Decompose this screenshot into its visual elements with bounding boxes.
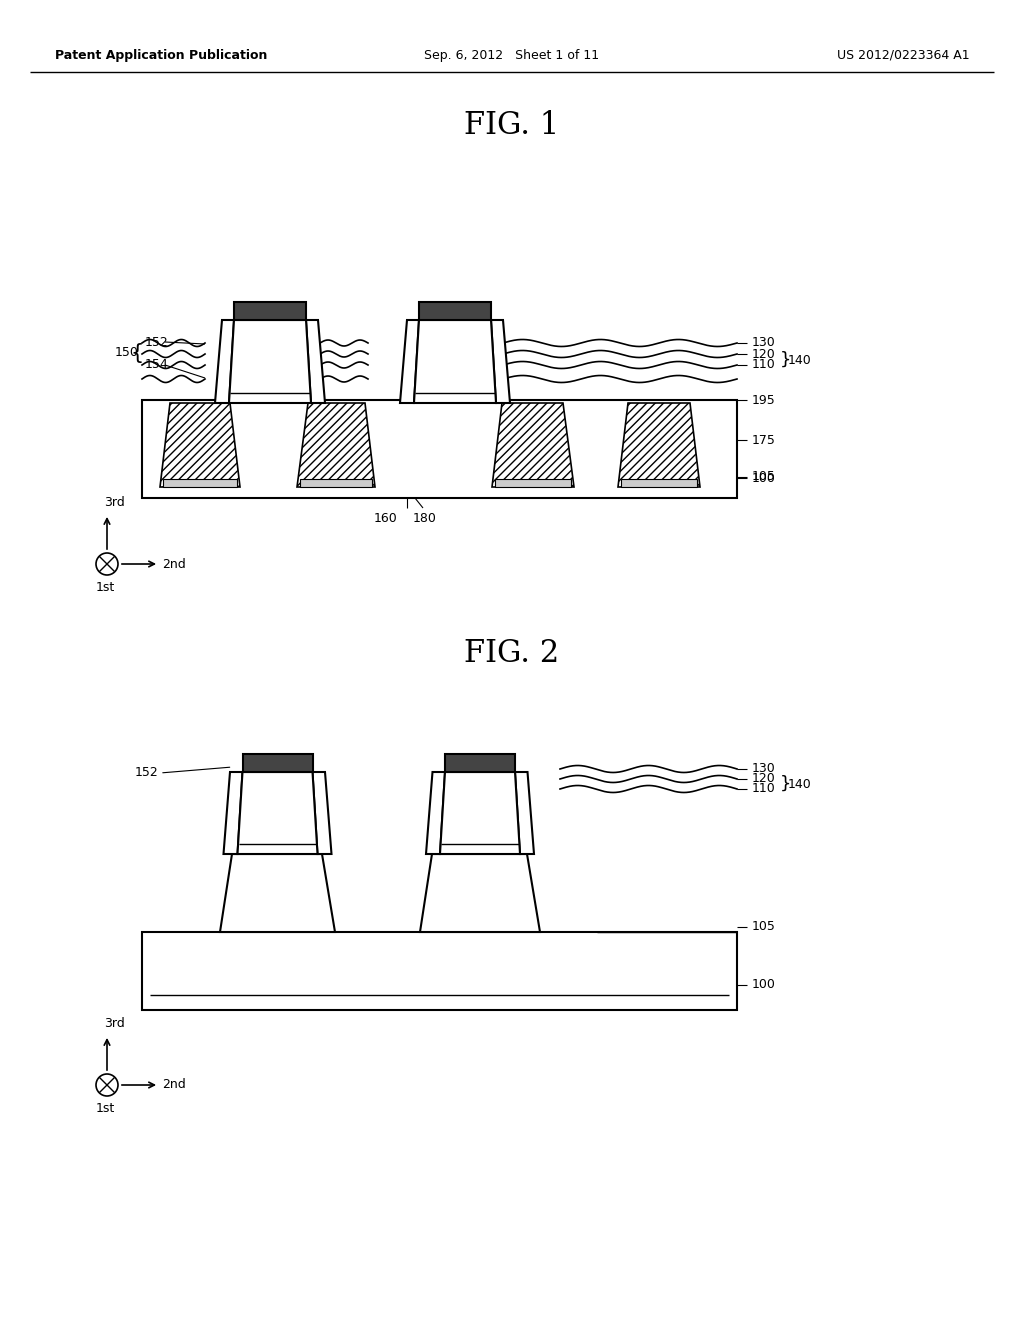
Polygon shape	[215, 319, 234, 403]
Text: Sep. 6, 2012   Sheet 1 of 11: Sep. 6, 2012 Sheet 1 of 11	[424, 49, 600, 62]
Text: US 2012/0223364 A1: US 2012/0223364 A1	[838, 49, 970, 62]
Polygon shape	[229, 319, 311, 403]
Polygon shape	[490, 319, 510, 403]
Text: 180: 180	[413, 512, 437, 525]
Text: }: }	[780, 351, 792, 370]
Text: }: }	[780, 775, 792, 793]
Polygon shape	[618, 403, 700, 487]
Text: 100: 100	[752, 978, 776, 991]
Text: 140: 140	[788, 777, 812, 791]
Text: 2nd: 2nd	[162, 1078, 185, 1092]
Text: 140: 140	[788, 354, 812, 367]
Polygon shape	[420, 854, 540, 932]
Text: 3rd: 3rd	[104, 496, 125, 510]
Text: 1st: 1st	[96, 1102, 116, 1115]
Text: 152: 152	[135, 766, 159, 779]
Text: 1st: 1st	[96, 581, 116, 594]
Text: FIG. 1: FIG. 1	[464, 110, 560, 141]
Text: 110: 110	[752, 783, 776, 796]
Text: 100: 100	[752, 471, 776, 484]
Polygon shape	[223, 772, 243, 854]
Text: 3rd: 3rd	[104, 1016, 125, 1030]
Polygon shape	[440, 772, 520, 854]
Text: 152: 152	[145, 335, 169, 348]
Polygon shape	[234, 302, 306, 319]
Text: 105: 105	[752, 920, 776, 933]
Polygon shape	[300, 479, 372, 487]
Text: 110: 110	[752, 359, 776, 371]
Polygon shape	[160, 403, 240, 487]
Polygon shape	[297, 403, 375, 487]
Text: {: {	[130, 343, 143, 363]
Text: 195: 195	[752, 393, 776, 407]
Polygon shape	[220, 854, 335, 932]
Polygon shape	[142, 400, 737, 498]
Polygon shape	[445, 754, 515, 772]
Polygon shape	[495, 479, 571, 487]
Polygon shape	[621, 479, 697, 487]
Text: 130: 130	[752, 763, 776, 776]
Text: 154: 154	[145, 359, 169, 371]
Text: FIG. 2: FIG. 2	[464, 638, 560, 669]
Text: 130: 130	[752, 337, 776, 350]
Text: 150: 150	[115, 346, 139, 359]
Text: 175: 175	[752, 433, 776, 446]
Polygon shape	[419, 302, 490, 319]
Polygon shape	[142, 932, 737, 1010]
Polygon shape	[492, 403, 574, 487]
Polygon shape	[238, 772, 317, 854]
Text: Patent Application Publication: Patent Application Publication	[55, 49, 267, 62]
Text: 105: 105	[752, 470, 776, 483]
Polygon shape	[426, 772, 445, 854]
Polygon shape	[414, 319, 496, 403]
Polygon shape	[306, 319, 325, 403]
Polygon shape	[243, 754, 312, 772]
Text: 160: 160	[374, 512, 397, 525]
Polygon shape	[400, 319, 419, 403]
Polygon shape	[312, 772, 332, 854]
Text: 2nd: 2nd	[162, 557, 185, 570]
Polygon shape	[163, 479, 237, 487]
Text: 120: 120	[752, 347, 776, 360]
Text: 120: 120	[752, 772, 776, 785]
Polygon shape	[515, 772, 534, 854]
